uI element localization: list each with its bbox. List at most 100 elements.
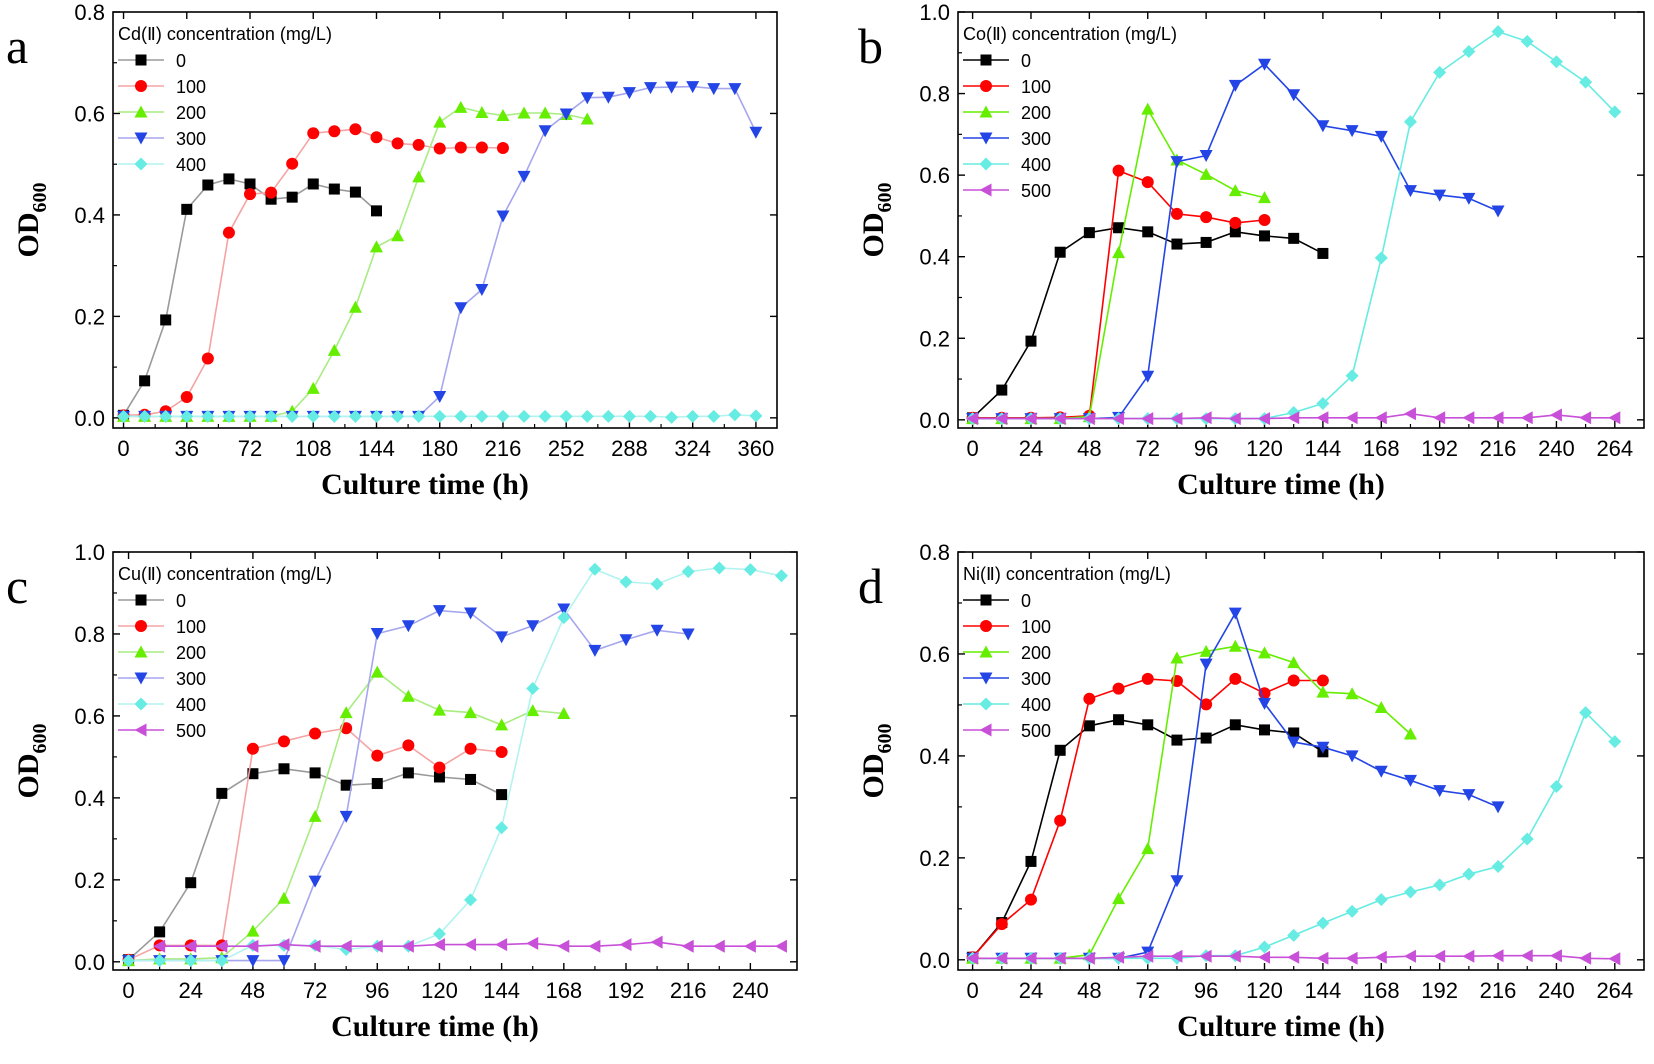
data-point [665,81,679,94]
data-point [1082,412,1095,426]
data-point [265,193,277,205]
legend-marker [134,672,148,685]
data-point [1112,682,1125,695]
data-point [538,106,552,119]
chart-panel-d: d 0 24 48 72 96 120 144 168 192 216 240 264 0.0 0.2 0.4… [857,540,1645,1043]
data-point [153,939,166,953]
series-200 [117,100,594,422]
data-point [1462,192,1476,205]
legend-marker [134,132,148,145]
data-point [1549,779,1563,793]
legend-label: 100 [176,77,206,97]
data-point [681,628,695,641]
legend-marker [979,157,993,171]
legend-entry: 200 [118,103,206,123]
data-point [327,343,341,356]
y-tick-label: 0.6 [919,163,950,188]
data-point [401,620,415,633]
data-point [526,681,540,695]
data-point [601,409,615,423]
legend-entry: 400 [963,695,1051,715]
legend-label: 300 [176,129,206,149]
data-point [371,749,384,762]
legend-label: 200 [1021,103,1051,123]
x-tick-label: 216 [485,436,522,461]
data-point [246,939,259,953]
data-point [1228,639,1242,652]
data-point [1433,189,1447,202]
series-line [128,727,502,961]
data-point [526,704,540,717]
y-tick-label: 0.2 [919,846,950,871]
data-point [557,603,571,616]
data-point [1608,735,1622,749]
data-point [1345,904,1359,918]
legend-entry: 200 [118,643,206,663]
data-point [1549,55,1563,69]
data-point [1112,412,1125,426]
legend-label: 500 [1021,721,1051,741]
data-point [644,409,658,423]
data-point [246,742,259,755]
data-point [707,83,721,96]
data-point [712,939,725,953]
data-point [1170,949,1183,963]
x-tick-label: 192 [1421,436,1458,461]
data-point [1549,408,1562,422]
series-100 [966,164,1271,424]
data-point [1345,411,1358,425]
data-point [1025,855,1037,867]
data-point [340,779,352,791]
x-axis-title: Culture time (h) [321,468,529,501]
legend: Co(Ⅱ) concentration (mg/L) 0 100 200 300 400 5… [963,24,1177,201]
data-point [432,703,446,716]
legend-entry: 500 [963,181,1051,201]
legend-marker [980,54,992,66]
data-point [774,569,788,583]
data-point [650,935,663,949]
data-point [1228,79,1242,92]
data-point [1403,115,1417,129]
legend-marker [980,620,992,632]
data-point [216,787,228,799]
data-point [650,577,664,591]
data-point [1403,949,1416,963]
data-point [412,170,426,183]
series-line [972,63,1499,420]
data-point [1113,222,1125,234]
y-tick-label: 0.6 [74,704,105,729]
data-point [1491,411,1504,425]
legend-marker [979,645,993,658]
legend-marker [979,723,992,737]
data-point [588,562,602,576]
legend-marker [980,594,992,606]
legend-label: 400 [1021,155,1051,175]
data-point [215,954,229,968]
series-line [972,226,1324,419]
data-point [1141,842,1155,855]
legend-marker [979,105,993,118]
data-point [185,877,197,889]
data-point [349,123,362,136]
data-point [1403,885,1417,899]
legend-entry: 400 [118,695,206,715]
data-point [1316,120,1330,133]
y-axis-title-subscript: 600 [874,724,896,754]
data-point [588,939,601,953]
data-point [286,191,298,203]
x-tick-label: 240 [1538,978,1575,1003]
data-point [1579,706,1593,720]
legend-title: Cd(Ⅱ) concentration (mg/L) [118,24,332,44]
y-tick-label: 0.6 [74,101,105,126]
data-point [246,924,260,937]
data-point [650,624,664,637]
legend-label: 0 [1021,591,1031,611]
data-point [580,409,594,423]
x-tick-label: 360 [738,436,775,461]
data-point [538,409,552,423]
series-line [123,106,588,418]
x-tick-label: 120 [1246,978,1283,1003]
data-point [774,939,787,953]
series-400 [122,561,788,968]
x-tick-label: 72 [303,978,327,1003]
